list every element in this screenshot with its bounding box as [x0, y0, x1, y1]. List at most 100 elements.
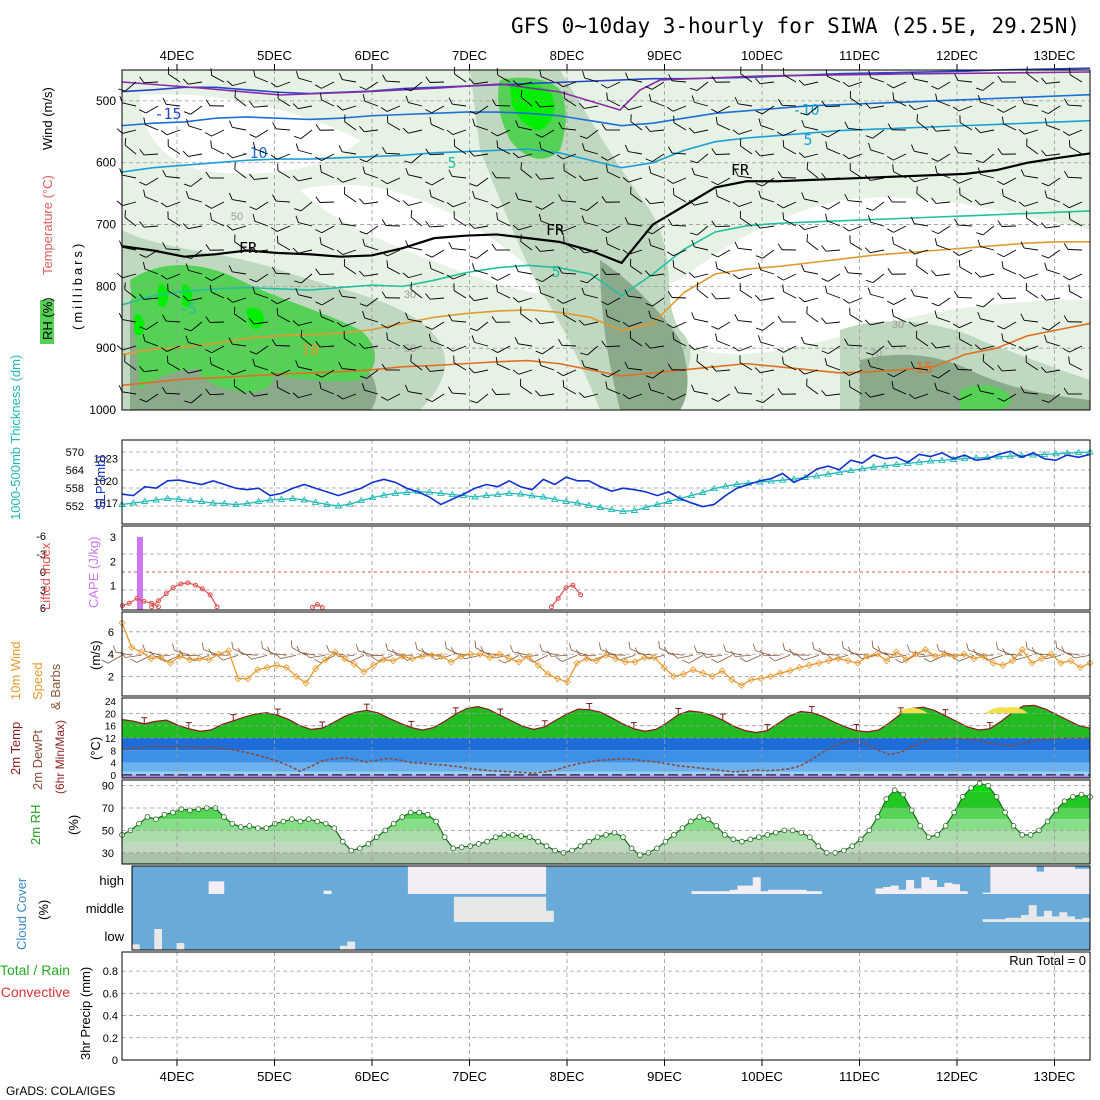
wind-barb-staff — [848, 127, 863, 131]
wind-speed-point — [524, 652, 533, 660]
wind-barb-staff — [717, 393, 731, 402]
wind-barb-feather — [490, 204, 498, 209]
wind-barb — [935, 93, 951, 107]
lifted-index-point — [163, 591, 169, 597]
cloud-cell-middle — [545, 910, 554, 922]
wind-barb-staff — [980, 201, 995, 206]
lifted-index-point — [563, 585, 569, 591]
wind-barb — [1068, 356, 1083, 371]
wind-barb-staff — [122, 391, 137, 395]
ylabel-temp: 2m Temp — [8, 722, 23, 775]
wind-barb-feather — [777, 388, 783, 395]
surface-wind-barb-feather — [120, 651, 126, 658]
wind-barb — [864, 319, 885, 326]
surface-wind-barb — [267, 646, 287, 656]
surface-wind-barb-staff — [958, 654, 974, 662]
wind-barb-feather — [959, 115, 961, 123]
wind-barb-staff — [386, 105, 401, 112]
thickness-point — [687, 491, 696, 498]
wind-barb-staff — [234, 313, 247, 323]
cape-ylabel: Lifted Index — [38, 542, 53, 610]
wind-barb — [139, 76, 159, 84]
wind-barb — [515, 120, 533, 131]
wind-speed-point — [244, 675, 252, 683]
wind-barb — [666, 249, 687, 257]
wind-barb — [865, 273, 885, 284]
slp-ylabel: 1000-500mb Thickness (dm) — [8, 355, 23, 520]
wind-barb — [535, 201, 555, 210]
wind-barb-staff — [1046, 153, 1061, 157]
wind-barb-feather — [471, 263, 475, 271]
thickness-point — [402, 488, 411, 495]
wind-barb-staff — [848, 344, 863, 347]
wind-barb-feather — [887, 373, 894, 378]
wind-barb — [336, 321, 357, 328]
wind-barb-feather — [601, 228, 608, 233]
wind-barb-feather — [343, 331, 345, 339]
wind-barb — [402, 272, 423, 279]
wind-barb — [821, 172, 841, 180]
wind-barb — [579, 129, 599, 139]
wind-barb-feather — [624, 217, 629, 224]
wind-ylabel: 10m Wind Speed & Barbs — [8, 641, 63, 710]
wind-barb-staff — [476, 249, 489, 259]
wind-speed-point — [970, 655, 978, 663]
wind-barb-staff — [476, 393, 489, 404]
wind-barb-feather — [535, 206, 543, 210]
surface-wind-barb — [628, 641, 645, 656]
wind-barb-feather — [974, 199, 981, 206]
wind-barb-feather — [160, 130, 168, 136]
wind-barb-feather — [934, 165, 938, 174]
wind-barb-staff — [540, 177, 555, 180]
wind-barb-staff — [716, 369, 731, 372]
wind-barb-staff — [826, 393, 841, 397]
wind-barb — [425, 148, 445, 156]
wind-barb-feather — [715, 261, 718, 269]
wind-barb-feather — [824, 285, 828, 294]
wind-barb-feather — [696, 354, 698, 362]
wind-barb-staff — [540, 76, 555, 83]
wind-barb-feather — [740, 138, 742, 146]
wind-barb-feather — [362, 238, 366, 246]
wind-barb-feather — [139, 365, 145, 372]
wind-barb-feather — [691, 167, 695, 175]
wind-barb-feather — [952, 395, 960, 401]
wind-barb-staff — [190, 321, 203, 332]
wind-barb — [249, 173, 269, 180]
wind-barb — [892, 236, 907, 251]
thickness-point — [516, 490, 525, 497]
wind-barb-staff — [584, 393, 599, 398]
surface-wind-barb-feather — [693, 645, 698, 653]
wind-barb-staff — [540, 220, 555, 227]
lifted-index-point — [149, 604, 155, 610]
surface-wind-barb-staff — [241, 653, 258, 656]
wind-barb-staff — [938, 225, 951, 235]
wind-barb — [183, 177, 203, 187]
ylabel-wind10: 10m Wind — [8, 641, 23, 700]
wind-speed-point — [370, 661, 378, 669]
slp-ylabel-right: SLP (mb) — [93, 455, 108, 510]
rh-point — [314, 818, 321, 825]
cloud-cell-high — [446, 866, 455, 894]
surface-wind-barb-feather — [847, 646, 852, 654]
wind-barb-staff — [848, 369, 863, 376]
wind-barb-feather — [315, 156, 322, 161]
wind-barb-feather — [386, 187, 389, 196]
wind-barb-feather — [667, 218, 673, 226]
wind-barb-staff — [144, 297, 159, 300]
wind-barb — [1063, 315, 1083, 323]
wind-barb-feather — [344, 186, 346, 194]
wind-barb-feather — [867, 359, 871, 367]
thickness-point — [767, 477, 775, 484]
wind-barb — [1062, 201, 1083, 209]
wind-barb-staff — [366, 297, 379, 307]
surface-wind-barb-feather — [752, 643, 756, 651]
wind-barb — [272, 194, 291, 203]
cloud-cell-high — [1044, 866, 1052, 894]
wind-barb-feather — [931, 125, 937, 132]
surface-wind-barb-staff — [746, 654, 762, 663]
wind-barb-feather — [161, 386, 167, 394]
cloud-cell-high — [323, 890, 332, 894]
wind-barb — [842, 297, 863, 304]
wind-barb-feather — [470, 400, 478, 404]
